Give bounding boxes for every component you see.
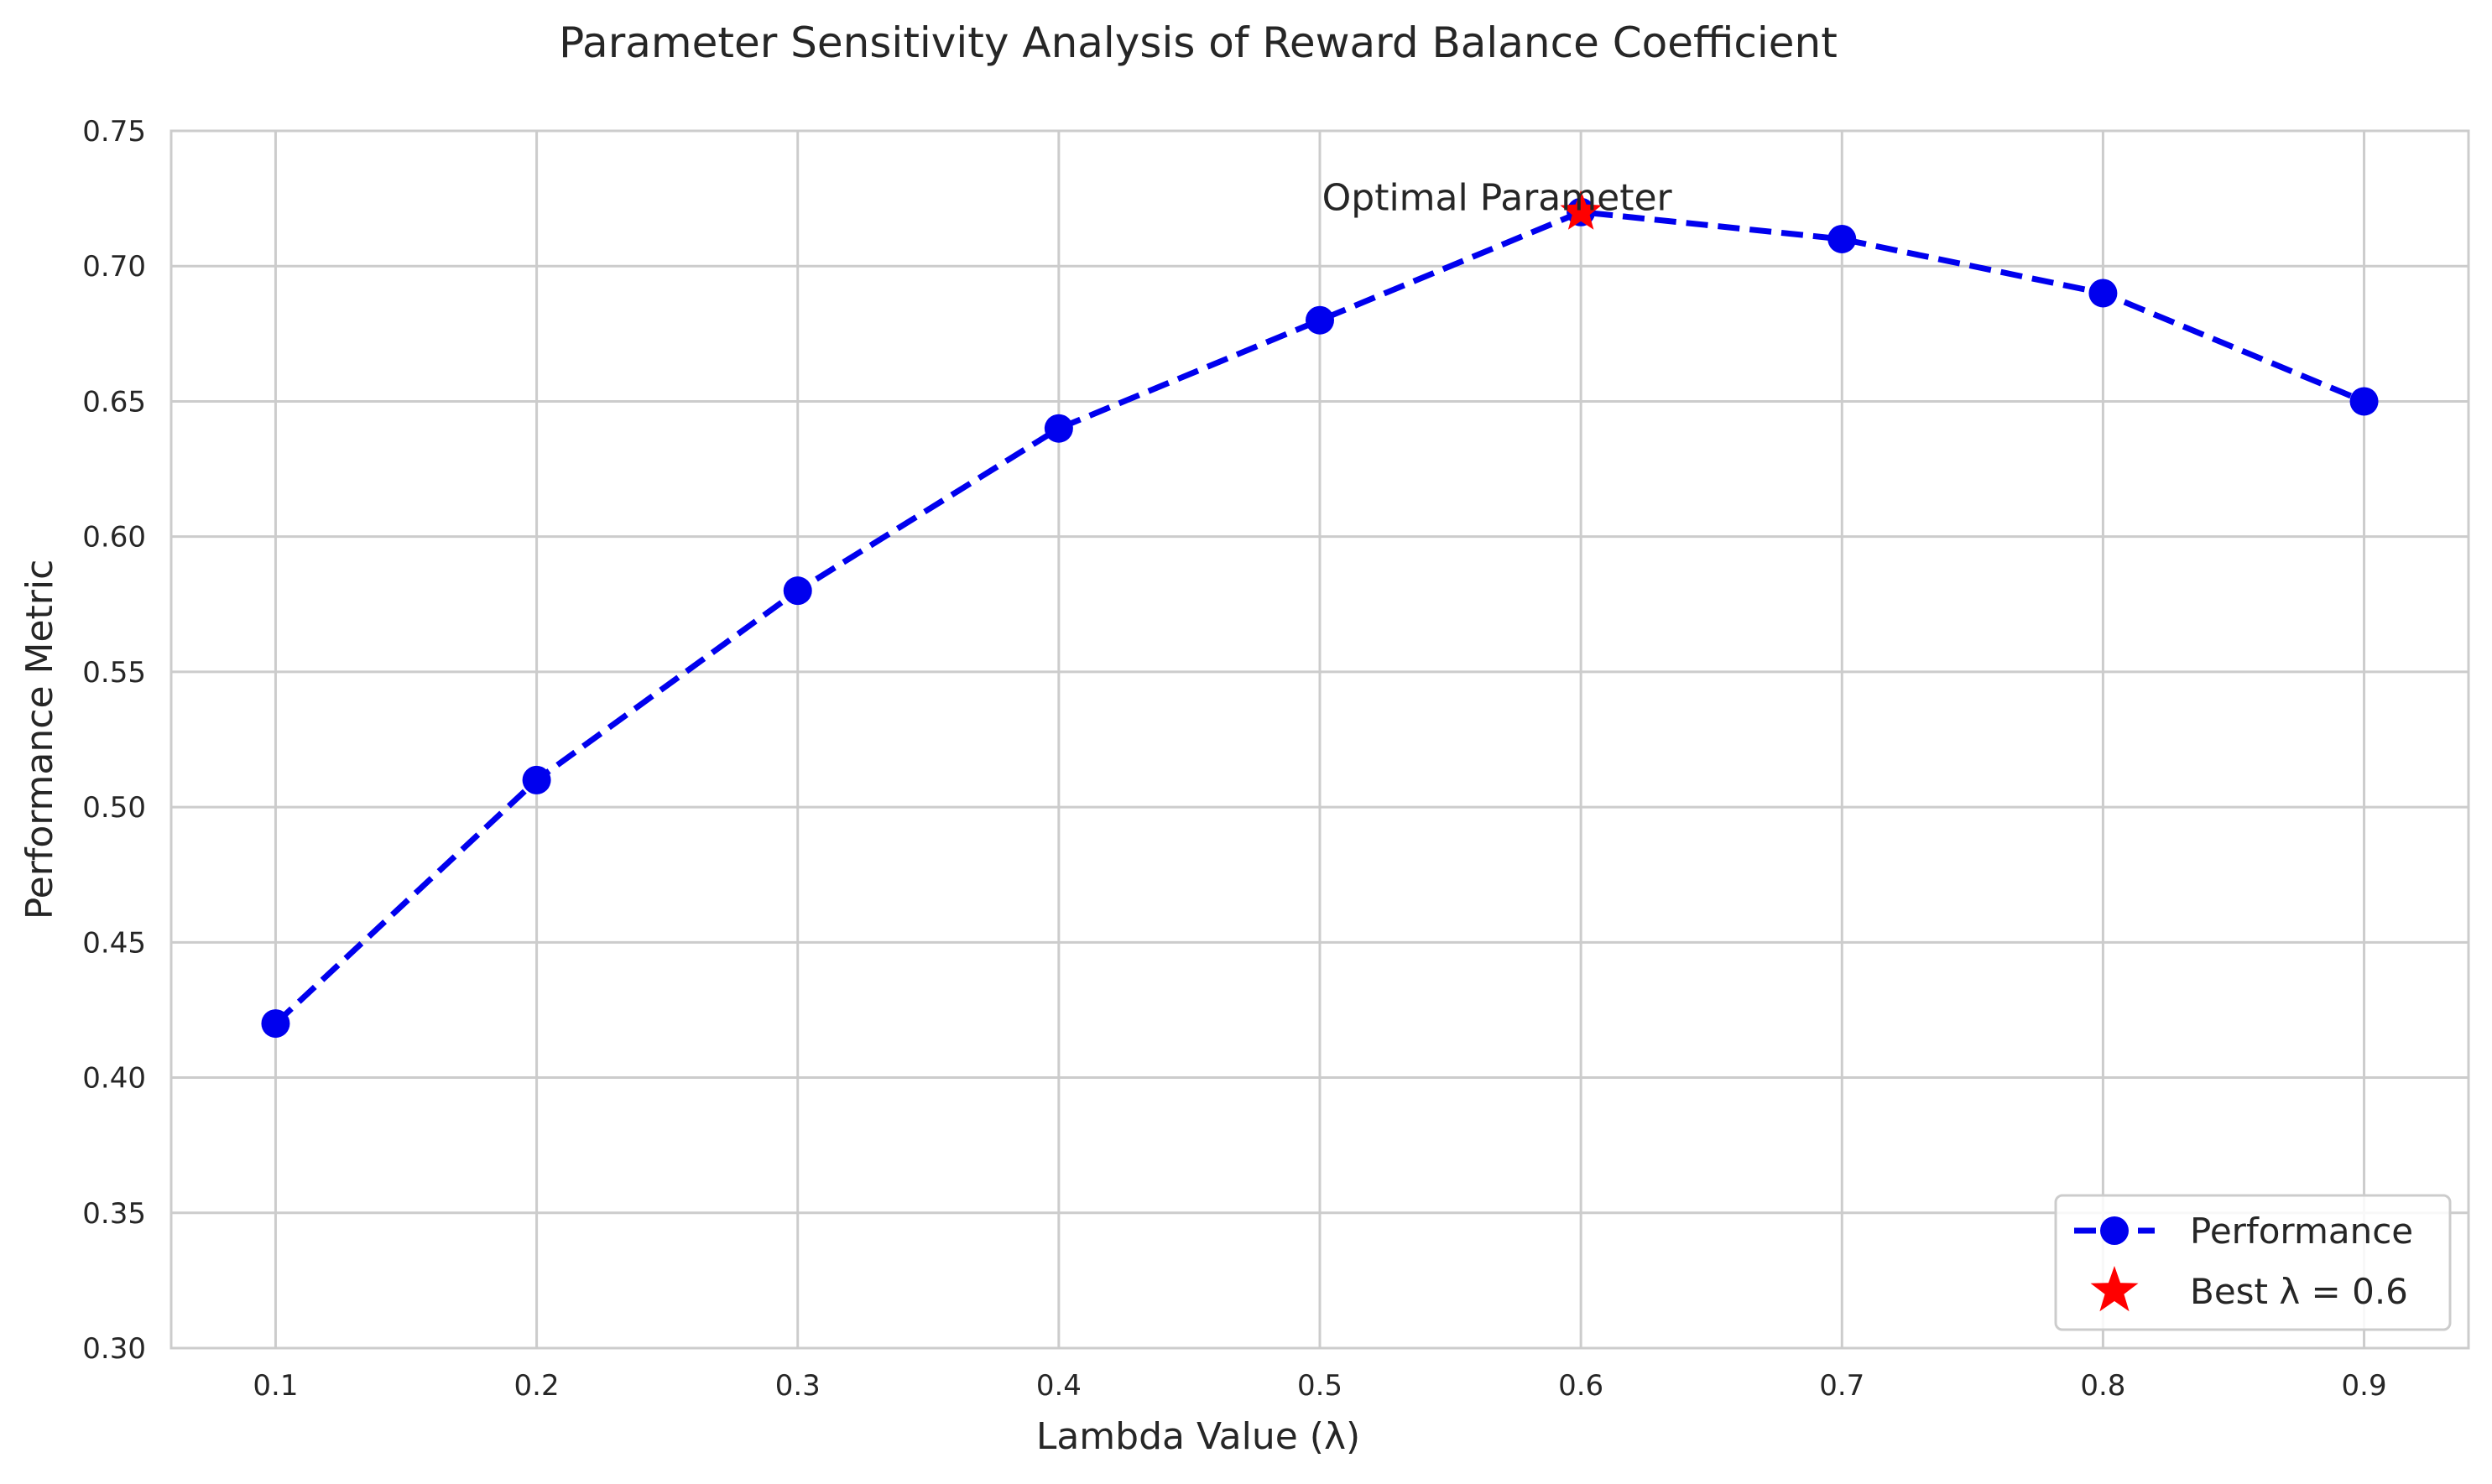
y-tick-label: 0.35 [82,1197,146,1231]
performance-point [2088,279,2118,308]
legend: Performance Best λ = 0.6 [2054,1194,2452,1331]
x-tick-label: 0.6 [1558,1369,1603,1403]
y-axis-label: Performance Metric [18,560,61,920]
performance-point [1827,224,1857,253]
y-tick-label: 0.50 [82,791,146,825]
x-tick-labels: 0.1 0.2 0.3 0.4 0.5 0.6 0.7 0.8 0.9 [253,1369,2386,1403]
performance-line [274,209,2365,1026]
y-tick-label: 0.75 [82,115,146,148]
y-tick-label: 0.60 [82,521,146,555]
legend-star-icon [2090,1266,2139,1312]
performance-point [522,765,551,794]
chart-title: Parameter Sensitivity Analysis of Reward… [559,18,1838,67]
performance-point [1306,305,1334,335]
performance-point [261,1009,290,1039]
performance-point [1044,414,1073,443]
x-tick-label: 0.4 [1036,1369,1082,1403]
performance-point [2349,387,2379,416]
grid [171,129,2469,1350]
legend-performance-marker [2100,1216,2129,1245]
x-tick-label: 0.7 [1819,1369,1864,1403]
x-tick-label: 0.2 [514,1369,560,1403]
legend-performance-label: Performance [2190,1211,2413,1252]
plot-frame [169,129,2470,1350]
y-tick-label: 0.45 [82,926,146,960]
y-tick-label: 0.40 [82,1062,146,1096]
x-tick-label: 0.8 [2080,1369,2125,1403]
y-tick-labels: 0.30 0.35 0.40 0.45 0.50 0.55 0.60 0.65 0.70 0.75 [82,115,146,1366]
optimal-parameter-annotation: Optimal Parameter [1322,177,1673,220]
performance-point [783,576,812,606]
y-tick-label: 0.65 [82,385,146,419]
x-tick-label: 0.9 [2342,1369,2387,1403]
y-tick-label: 0.70 [82,250,146,284]
x-tick-label: 0.3 [775,1369,821,1403]
x-tick-label: 0.1 [253,1369,298,1403]
y-tick-label: 0.30 [82,1332,146,1366]
x-tick-label: 0.5 [1297,1369,1342,1403]
legend-best-label: Best λ = 0.6 [2190,1271,2408,1312]
best-lambda-star [1560,190,1602,230]
x-axis-label: Lambda Value (λ) [1036,1415,1360,1458]
y-tick-label: 0.55 [82,656,146,690]
